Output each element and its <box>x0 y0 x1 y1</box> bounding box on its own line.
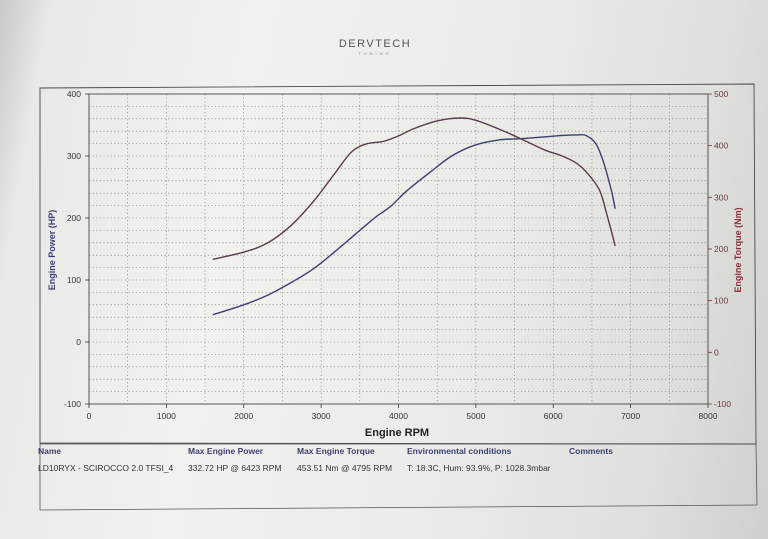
x-axis-title: Engine RPM <box>365 427 429 439</box>
dervtech-logo: DERVTECH TUNING <box>330 38 420 56</box>
value-max-torque: 453.51 Nm @ 4795 RPM <box>297 463 393 473</box>
y-axis-left-title: Engine Power (HP) <box>47 210 57 291</box>
power-curve <box>212 133 616 316</box>
y-right-tick-label: 300 <box>714 192 728 202</box>
value-max-power: 332.72 HP @ 6423 RPM <box>188 463 282 473</box>
info-table-right <box>755 443 758 506</box>
x-tick-label: 8000 <box>699 411 718 421</box>
y-right-tick-label: 100 <box>714 296 728 306</box>
x-tick-label: 3000 <box>312 411 331 421</box>
x-tick-label: 7000 <box>621 411 640 421</box>
y-right-tick-label: 200 <box>714 244 728 254</box>
y-right-tick-label: -100 <box>714 399 731 409</box>
y-right-tick-label: 500 <box>714 89 728 99</box>
chart-curves <box>212 117 616 316</box>
header-environment: Environmental conditions <box>407 446 512 456</box>
y-left-tick-label: 0 <box>76 337 81 347</box>
torque-curve <box>212 117 616 260</box>
y-left-tick-label: 200 <box>67 213 81 223</box>
chart-grid <box>89 94 708 404</box>
y-right-tick-label: 400 <box>714 141 728 151</box>
value-name: LD10RYX - SCIROCCO 2.0 TFSI_4 <box>38 463 174 473</box>
x-tick-label: 1000 <box>157 411 176 421</box>
run-info-table: Name Max Engine Power Max Engine Torque … <box>38 444 756 504</box>
x-tick-label: 0 <box>87 411 92 421</box>
y-axis-right-title: Engine Torque (Nm) <box>733 207 743 292</box>
header-max-torque: Max Engine Torque <box>297 446 375 456</box>
chart-frame <box>39 83 757 445</box>
logo-tagline: TUNING <box>358 51 392 56</box>
x-tick-label: 4000 <box>389 411 408 421</box>
y-right-tick-label: 0 <box>714 347 719 357</box>
logo-name: DERVTECH <box>338 38 412 50</box>
x-tick-label: 5000 <box>466 411 485 421</box>
x-tick-label: 6000 <box>544 411 563 421</box>
y-left-tick-label: -100 <box>64 399 81 409</box>
header-max-power: Max Engine Power <box>188 446 264 456</box>
y-left-tick-label: 300 <box>67 151 81 161</box>
header-comments: Comments <box>569 446 613 456</box>
info-table-bottom <box>39 504 758 511</box>
axis-ticks: 0 1000 2000 3000 4000 5000 6000 7000 8000-100010… <box>64 89 731 421</box>
x-tick-label: 2000 <box>234 411 253 421</box>
value-environment: T: 18.3C, Hum: 93.9%, P: 1028.3mbar <box>407 463 551 473</box>
y-left-tick-label: 100 <box>67 275 81 285</box>
header-name: Name <box>38 446 62 456</box>
y-left-tick-label: 400 <box>67 89 81 99</box>
